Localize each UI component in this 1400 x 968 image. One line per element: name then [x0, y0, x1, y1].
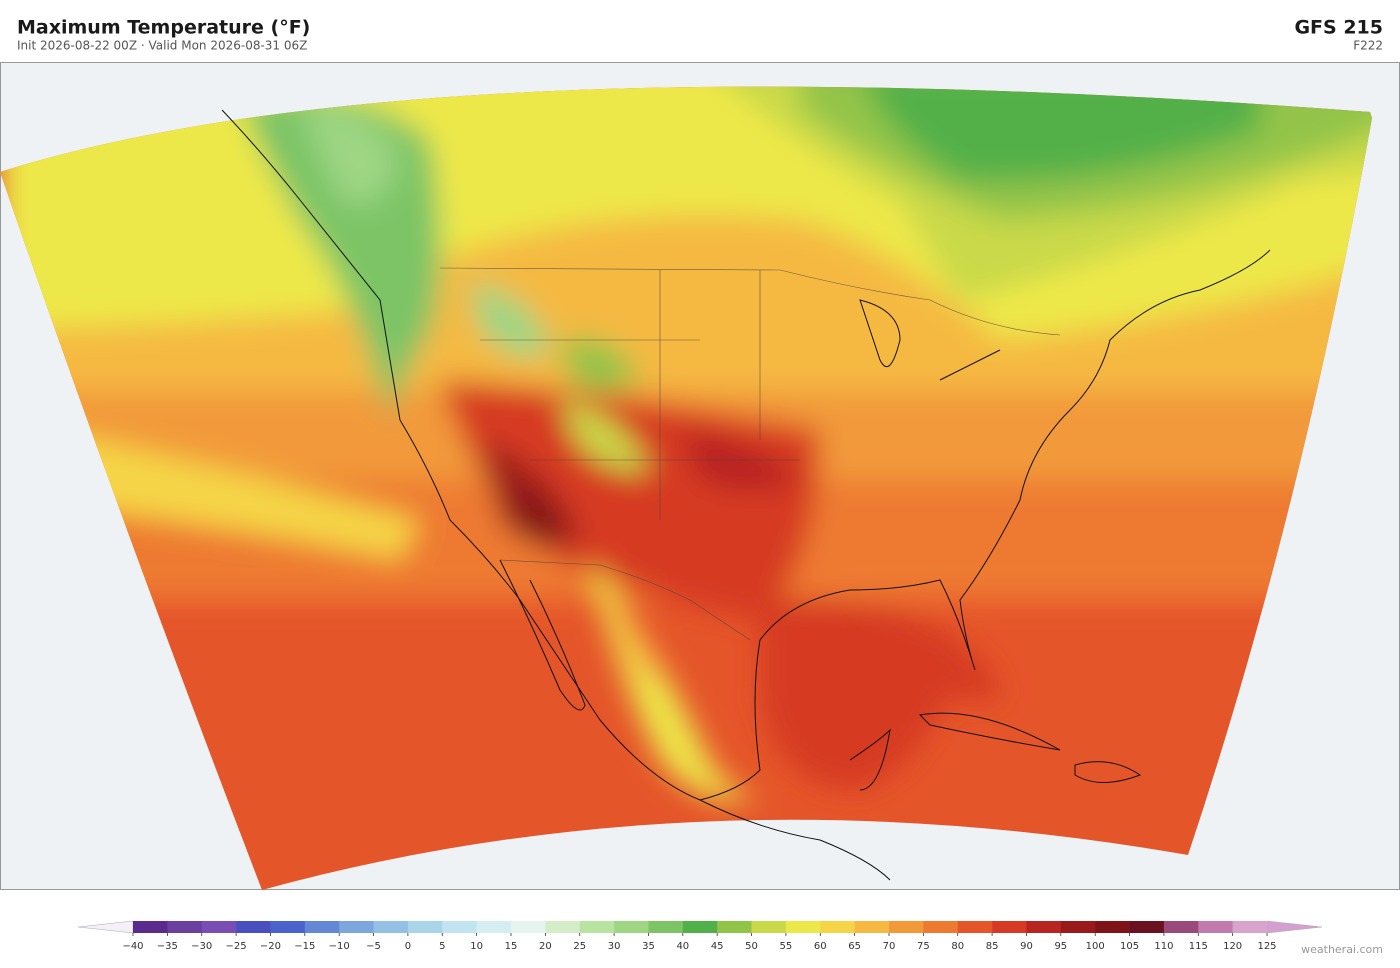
colorbar-bin	[682, 921, 718, 933]
colorbar-tick-label: 100	[1086, 941, 1105, 952]
colorbar-tick-label: −20	[260, 941, 281, 952]
colorbar-tick-label: 70	[883, 941, 896, 952]
colorbar-tick-label: −10	[329, 941, 350, 952]
coastlines	[221, 109, 1271, 881]
colorbar-tick-label: 30	[608, 941, 621, 952]
title: Maximum Temperature (°F)	[17, 17, 310, 39]
colorbar-bin	[648, 921, 684, 933]
colorbar-tick-label: −35	[157, 941, 178, 952]
colorbar-tick-label: 110	[1154, 941, 1173, 952]
colorbar-under	[77, 920, 134, 934]
temperature-field	[0, 86, 1372, 890]
colorbar: −40 −35 −30 −25 −20 −15 −10 −5 0 5 10 15 20 25 30 35 40 4…	[77, 920, 1323, 952]
colorbar-bin	[339, 921, 374, 933]
colorbar-tick-label: 125	[1257, 941, 1276, 952]
colorbar-bin	[201, 921, 237, 933]
colorbar-bin	[1198, 921, 1233, 933]
colorbar-tick-label: 85	[986, 941, 999, 952]
colorbar-bin	[1026, 921, 1062, 933]
colorbar-bin	[889, 921, 924, 933]
colorbar-bin	[717, 921, 752, 933]
colorbar-bin	[614, 921, 649, 933]
colorbar-tick-label: 20	[539, 941, 552, 952]
colorbar-bin	[511, 921, 546, 933]
colorbar-tick-label: 60	[814, 941, 827, 952]
colorbar-bin	[923, 921, 959, 933]
colorbar-bin	[1129, 921, 1165, 933]
colorbar-bin	[270, 921, 306, 933]
colorbar-bin	[476, 921, 512, 933]
colorbar-bin	[133, 921, 168, 933]
colorbar-bin	[854, 921, 890, 933]
colorbar-tick-label: 105	[1120, 941, 1139, 952]
colorbar-tick-label: 90	[1020, 941, 1033, 952]
colorbar-tick-label: 45	[711, 941, 724, 952]
colorbar-tick-label: 35	[642, 941, 655, 952]
colorbar-tick-label: 120	[1223, 941, 1242, 952]
colorbar-tick-label: −25	[226, 941, 247, 952]
colorbar-tick-label: 40	[676, 941, 689, 952]
borders	[439, 267, 1061, 641]
colorbar-tick-label: −5	[366, 941, 381, 952]
colorbar-tick-label: 65	[848, 941, 861, 952]
colorbar-tick-label: 5	[439, 941, 445, 952]
colorbar-tick-label: 55	[780, 941, 793, 952]
colorbar-bin	[992, 921, 1027, 933]
colorbar-bin	[167, 921, 203, 933]
colorbar-bin	[1095, 921, 1130, 933]
colorbar-tick-label: 15	[505, 941, 518, 952]
colorbar-tick-label: 75	[917, 941, 930, 952]
colorbar-tick-label: 10	[470, 941, 483, 952]
model: GFS 215	[1294, 17, 1383, 39]
colorbar-tick-label: 0	[405, 941, 411, 952]
colorbar-tick-label: −40	[122, 941, 143, 952]
colorbar-tick-label: 95	[1054, 941, 1067, 952]
colorbar-bin	[785, 921, 821, 933]
credit: weatherai.com	[1301, 943, 1383, 956]
colorbar-bin	[751, 921, 787, 933]
colorbar-bin	[304, 921, 340, 933]
colorbar-bin	[1232, 921, 1268, 933]
colorbar-bin	[407, 921, 443, 933]
colorbar-bin	[579, 921, 615, 933]
colorbar-bin	[957, 921, 993, 933]
colorbar-bin	[545, 921, 581, 933]
colorbar-bin	[442, 921, 477, 933]
colorbar-bin	[820, 921, 855, 933]
colorbar-tick-label: 80	[951, 941, 964, 952]
colorbar-tick-label: 115	[1189, 941, 1208, 952]
forecast-hour: F222	[1353, 39, 1383, 53]
colorbar-tick-label: −30	[191, 941, 212, 952]
colorbar-bin	[373, 921, 409, 933]
colorbar-bin	[236, 921, 271, 933]
colorbar-over	[1266, 920, 1323, 934]
colorbar-tick-label: 25	[573, 941, 586, 952]
colorbar-tick-label: 50	[745, 941, 758, 952]
colorbar-bin	[1060, 921, 1096, 933]
colorbar-bin	[1163, 921, 1199, 933]
subtitle: Init 2026-08-22 00Z · Valid Mon 2026-08-…	[17, 39, 307, 53]
colorbar-tick-label: −15	[294, 941, 315, 952]
